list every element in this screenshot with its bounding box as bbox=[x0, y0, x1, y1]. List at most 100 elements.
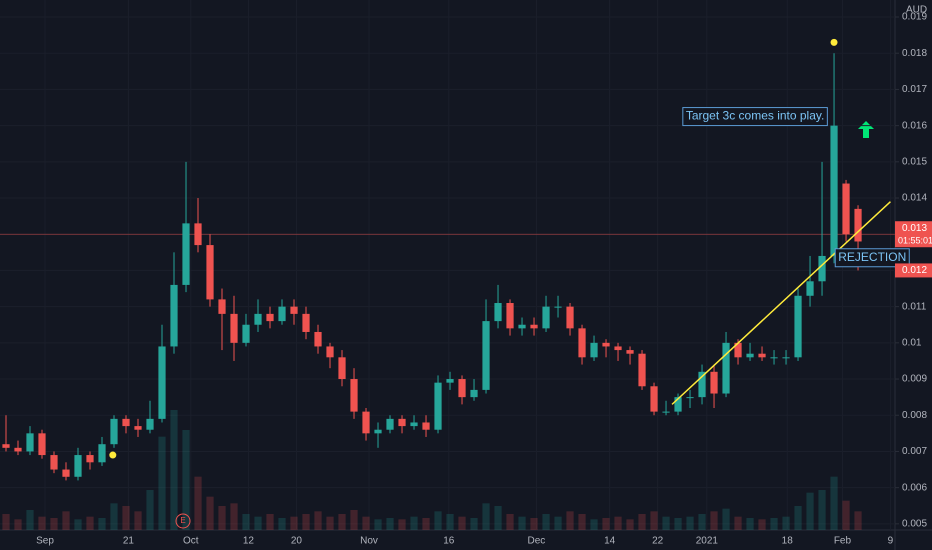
candle-body bbox=[158, 346, 166, 419]
marker-dot bbox=[109, 451, 117, 459]
volume-bar bbox=[842, 500, 850, 530]
candle-body bbox=[290, 306, 298, 314]
volume-bar bbox=[458, 516, 466, 530]
candle-body bbox=[794, 295, 802, 358]
candle-body bbox=[770, 357, 778, 359]
volume-bar bbox=[782, 516, 790, 530]
candle-body bbox=[710, 371, 718, 394]
candle-body bbox=[554, 306, 562, 308]
volume-bar bbox=[326, 516, 334, 530]
countdown-label: 01:55:01 bbox=[898, 236, 932, 246]
volume-bar bbox=[566, 511, 574, 530]
x-tick-label: 21 bbox=[123, 536, 135, 547]
volume-bar bbox=[662, 516, 670, 530]
volume-bar bbox=[602, 518, 610, 530]
candle-body bbox=[14, 447, 22, 452]
candle-body bbox=[74, 455, 82, 477]
candle-body bbox=[38, 433, 46, 456]
volume-bar bbox=[806, 492, 814, 530]
candle-body bbox=[362, 411, 370, 434]
volume-bar bbox=[374, 519, 382, 530]
candle-body bbox=[506, 303, 514, 329]
volume-bar bbox=[398, 519, 406, 530]
candle-body bbox=[686, 397, 694, 399]
volume-bar bbox=[278, 518, 286, 530]
volume-bar bbox=[710, 511, 718, 530]
y-tick-label: 0.018 bbox=[902, 48, 927, 59]
price-tag-label: 0.013 bbox=[902, 223, 927, 234]
candle-body bbox=[638, 353, 646, 387]
candle-body bbox=[578, 328, 586, 358]
price-tag bbox=[895, 263, 932, 278]
candle-body bbox=[350, 379, 358, 412]
annotation-text: Target 3c comes into play. bbox=[686, 109, 825, 123]
volume-bar bbox=[62, 511, 70, 530]
y-tick-label: 0.017 bbox=[902, 84, 927, 95]
annotation-box bbox=[682, 107, 828, 127]
x-tick-label: 18 bbox=[782, 536, 794, 547]
volume-bar bbox=[206, 496, 214, 530]
y-tick-label: 0.007 bbox=[902, 446, 927, 457]
y-tick-label: 0.006 bbox=[902, 482, 927, 493]
candle-body bbox=[650, 386, 658, 412]
candle-body bbox=[386, 418, 394, 430]
volume-bar bbox=[26, 510, 34, 530]
event-marker bbox=[175, 513, 191, 529]
volume-bar bbox=[254, 516, 262, 530]
candle-body bbox=[266, 313, 274, 322]
x-tick-label: 16 bbox=[443, 536, 455, 547]
volume-bar bbox=[506, 514, 514, 530]
candle-body bbox=[194, 223, 202, 246]
x-tick-label: Oct bbox=[183, 536, 199, 547]
volume-bar bbox=[386, 518, 394, 530]
candle-body bbox=[62, 469, 70, 477]
x-tick-label: 22 bbox=[652, 536, 664, 547]
volume-bar bbox=[38, 516, 46, 530]
volume-bar bbox=[194, 476, 202, 530]
volume-bar bbox=[758, 519, 766, 530]
x-tick-label: 2021 bbox=[696, 536, 719, 547]
volume-bar bbox=[230, 503, 238, 530]
candle-body bbox=[806, 281, 814, 296]
volume-bar bbox=[266, 514, 274, 530]
candle-body bbox=[434, 382, 442, 430]
volume-bar bbox=[242, 514, 250, 530]
candle-body bbox=[398, 418, 406, 427]
x-tick-label: Sep bbox=[36, 536, 54, 547]
candle-body bbox=[482, 321, 490, 390]
candle-body bbox=[26, 433, 34, 452]
x-tick-label: Nov bbox=[360, 536, 378, 547]
candle-body bbox=[830, 125, 838, 256]
volume-bar bbox=[350, 510, 358, 530]
candle-body bbox=[566, 306, 574, 329]
candle-body bbox=[146, 418, 154, 430]
x-tick-label: 20 bbox=[291, 536, 303, 547]
volume-bar bbox=[470, 518, 478, 530]
y-tick-label: 0.015 bbox=[902, 156, 927, 167]
volume-bar bbox=[422, 518, 430, 530]
volume-bar bbox=[626, 519, 634, 530]
annotation-box bbox=[834, 248, 910, 268]
candle-body bbox=[86, 455, 94, 463]
volume-bar bbox=[818, 490, 826, 530]
y-tick-label: 0.008 bbox=[902, 410, 927, 421]
y-tick-label: 0.005 bbox=[902, 518, 927, 529]
volume-bar bbox=[98, 518, 106, 530]
candle-body bbox=[590, 342, 598, 358]
volume-bar bbox=[314, 511, 322, 530]
volume-bar bbox=[14, 519, 22, 530]
candle-body bbox=[170, 284, 178, 347]
candle-body bbox=[230, 313, 238, 343]
candle-body bbox=[278, 306, 286, 322]
volume-bar bbox=[74, 519, 82, 530]
candle-body bbox=[374, 429, 382, 434]
candle-body bbox=[626, 350, 634, 354]
candle-body bbox=[422, 422, 430, 430]
y-tick-label: 0.014 bbox=[902, 193, 927, 204]
y-tick-label: 0.016 bbox=[902, 120, 927, 131]
volume-bar bbox=[146, 490, 154, 530]
volume-bar bbox=[830, 476, 838, 530]
candle-body bbox=[446, 379, 454, 383]
volume-bar bbox=[530, 518, 538, 530]
